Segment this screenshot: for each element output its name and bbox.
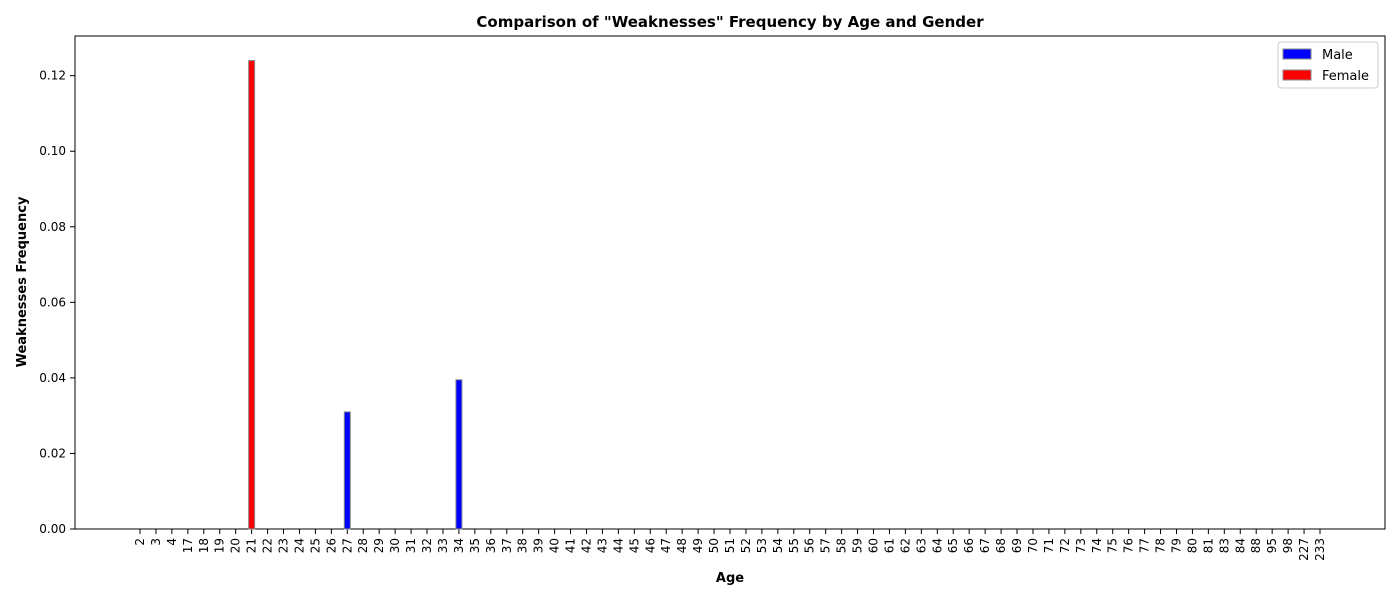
x-tick-label: 233	[1313, 538, 1327, 561]
x-tick-label: 41	[564, 538, 578, 553]
x-tick-label: 32	[420, 538, 434, 553]
plot-area: 0.000.020.040.060.080.100.122 3 4 17 18 19 20 2…	[39, 35, 1386, 561]
x-tick-label: 3	[149, 538, 163, 546]
legend-swatch-male	[1282, 48, 1312, 60]
y-axis-label: Weaknesses Frequency	[15, 196, 30, 367]
x-tick-label: 69	[1010, 538, 1024, 553]
x-tick-label: 63	[914, 538, 928, 553]
x-tick-label: 57	[819, 538, 833, 553]
x-tick-label: 39	[532, 538, 546, 553]
x-tick-label: 18	[197, 538, 211, 553]
x-tick-label: 52	[739, 538, 753, 553]
x-tick-label: 40	[548, 538, 562, 553]
x-tick-label: 46	[643, 538, 657, 553]
x-tick-label: 51	[723, 538, 737, 553]
x-tick-label: 20	[229, 538, 243, 553]
x-tick-label: 36	[484, 538, 498, 553]
x-tick-label: 73	[1074, 538, 1088, 553]
x-tick-label: 54	[771, 538, 785, 553]
x-tick-label: 62	[898, 538, 912, 553]
x-tick-label: 37	[500, 538, 514, 553]
x-tick-label: 65	[946, 538, 960, 553]
x-tick-label: 95	[1265, 538, 1279, 553]
x-tick-label: 23	[277, 538, 291, 553]
x-tick-label: 61	[882, 538, 896, 553]
y-tick-label: 0.02	[39, 446, 66, 460]
bar-female-21	[248, 60, 256, 530]
bar-male-34	[455, 379, 463, 530]
bar-male-27	[343, 411, 351, 530]
x-tick-label: 25	[308, 538, 322, 553]
x-tick-label: 21	[245, 538, 259, 553]
x-tick-label: 56	[803, 538, 817, 553]
y-tick-label: 0.12	[39, 69, 66, 83]
x-tick-label: 44	[611, 538, 625, 553]
legend-swatch-female	[1282, 69, 1312, 81]
x-tick-label: 78	[1154, 538, 1168, 553]
x-tick-label: 17	[181, 538, 195, 553]
x-tick-label: 77	[1138, 538, 1152, 553]
x-tick-label: 60	[867, 538, 881, 553]
plot-frame	[74, 35, 1386, 530]
x-tick-label: 74	[1090, 538, 1104, 553]
x-tick-label: 71	[1042, 538, 1056, 553]
x-tick-label: 70	[1026, 538, 1040, 553]
x-tick-label: 64	[930, 538, 944, 553]
x-tick-label: 22	[261, 538, 275, 553]
x-tick-label: 81	[1201, 538, 1215, 553]
x-tick-label: 24	[292, 538, 306, 553]
x-tick-label: 53	[755, 538, 769, 553]
x-tick-label: 83	[1217, 538, 1231, 553]
x-tick-label: 30	[388, 538, 402, 553]
x-tick-label: 88	[1249, 538, 1263, 553]
x-tick-label: 59	[851, 538, 865, 553]
x-axis-label: Age	[716, 571, 744, 586]
x-tick-label: 26	[324, 538, 338, 553]
chart-title: Comparison of "Weaknesses" Frequency by …	[476, 13, 984, 31]
legend-label-female: Female	[1322, 69, 1369, 84]
x-tick-label: 55	[787, 538, 801, 553]
x-tick-label: 98	[1281, 538, 1295, 553]
x-tick-label: 45	[627, 538, 641, 553]
x-tick-label: 75	[1106, 538, 1120, 553]
x-tick-label: 33	[436, 538, 450, 553]
x-tick-label: 42	[579, 538, 593, 553]
x-tick-label: 76	[1122, 538, 1136, 553]
legend-label-male: Male	[1322, 48, 1353, 63]
legend: Male Female	[1277, 41, 1379, 89]
x-tick-label: 47	[659, 538, 673, 553]
x-tick-label: 34	[452, 538, 466, 553]
x-tick-label: 4	[165, 538, 179, 546]
x-tick-label: 38	[516, 538, 530, 553]
x-tick-label: 72	[1058, 538, 1072, 553]
x-tick-label: 2	[133, 538, 147, 546]
x-tick-label: 67	[978, 538, 992, 553]
y-tick-label: 0.06	[39, 295, 66, 309]
x-tick-label: 79	[1169, 538, 1183, 553]
x-tick-label: 58	[835, 538, 849, 553]
y-tick-label: 0.10	[39, 144, 66, 158]
x-tick-label: 31	[404, 538, 418, 553]
x-tick-label: 27	[340, 538, 354, 553]
x-tick-label: 49	[691, 538, 705, 553]
x-tick-label: 227	[1297, 538, 1311, 561]
x-tick-label: 43	[595, 538, 609, 553]
x-tick-label: 29	[372, 538, 386, 553]
y-tick-label: 0.08	[39, 220, 66, 234]
x-tick-label: 66	[962, 538, 976, 553]
x-tick-label: 28	[356, 538, 370, 553]
y-tick-label: 0.00	[39, 522, 66, 536]
x-tick-label: 50	[707, 538, 721, 553]
x-tick-label: 84	[1233, 538, 1247, 553]
x-tick-label: 80	[1185, 538, 1199, 553]
x-tick-label: 48	[675, 538, 689, 553]
x-tick-label: 19	[213, 538, 227, 553]
y-tick-label: 0.04	[39, 371, 66, 385]
x-tick-label: 68	[994, 538, 1008, 553]
x-tick-label: 35	[468, 538, 482, 553]
